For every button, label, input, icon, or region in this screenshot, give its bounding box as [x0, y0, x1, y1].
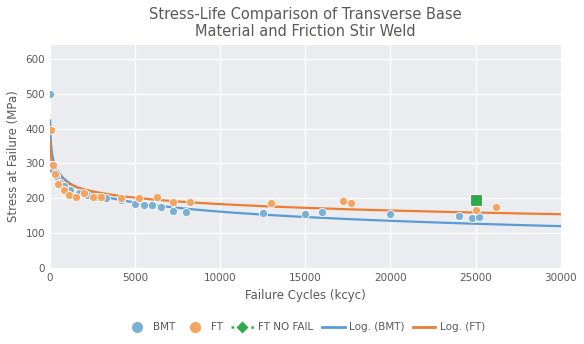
- Point: [471, 207, 480, 212]
- Point: [301, 212, 310, 217]
- Point: [471, 197, 480, 203]
- Point: [74, 191, 84, 196]
- Point: [71, 194, 80, 200]
- Point: [491, 204, 500, 210]
- Point: [468, 215, 477, 221]
- Point: [318, 209, 327, 215]
- Title: Stress-Life Comparison of Transverse Base
Material and Friction Stir Weld: Stress-Life Comparison of Transverse Bas…: [149, 7, 462, 39]
- Point: [130, 201, 140, 206]
- Point: [267, 200, 276, 205]
- Point: [168, 208, 177, 213]
- Point: [347, 200, 356, 205]
- Point: [474, 214, 484, 219]
- Point: [46, 128, 55, 133]
- Point: [54, 182, 63, 187]
- Point: [64, 192, 74, 198]
- Point: [386, 212, 395, 217]
- Point: [59, 183, 68, 189]
- Point: [83, 192, 92, 198]
- Y-axis label: Stress at Failure (MPa): Stress at Failure (MPa): [7, 90, 20, 222]
- Point: [79, 191, 89, 196]
- Point: [102, 196, 111, 201]
- Point: [168, 199, 177, 205]
- Point: [258, 211, 267, 216]
- Point: [48, 162, 57, 168]
- Point: [148, 203, 157, 208]
- Point: [66, 187, 75, 192]
- Point: [59, 187, 68, 192]
- Point: [454, 213, 463, 219]
- Point: [50, 171, 60, 177]
- Point: [134, 196, 143, 201]
- Point: [139, 203, 148, 208]
- Point: [156, 204, 165, 210]
- Point: [185, 199, 194, 205]
- Point: [55, 180, 65, 185]
- Point: [117, 196, 126, 201]
- X-axis label: Failure Cycles (kcyc): Failure Cycles (kcyc): [245, 289, 366, 302]
- Point: [338, 198, 347, 204]
- Point: [182, 209, 191, 215]
- Point: [117, 197, 126, 203]
- Point: [91, 194, 100, 200]
- Point: [96, 194, 106, 200]
- Point: [48, 168, 58, 173]
- Legend: BMT, FT, FT NO FAIL, Log. (BMT), Log. (FT): BMT, FT, FT NO FAIL, Log. (BMT), Log. (F…: [121, 318, 489, 336]
- Point: [152, 194, 162, 200]
- Point: [88, 194, 97, 200]
- Point: [47, 162, 57, 168]
- Point: [51, 173, 61, 179]
- Point: [46, 91, 55, 96]
